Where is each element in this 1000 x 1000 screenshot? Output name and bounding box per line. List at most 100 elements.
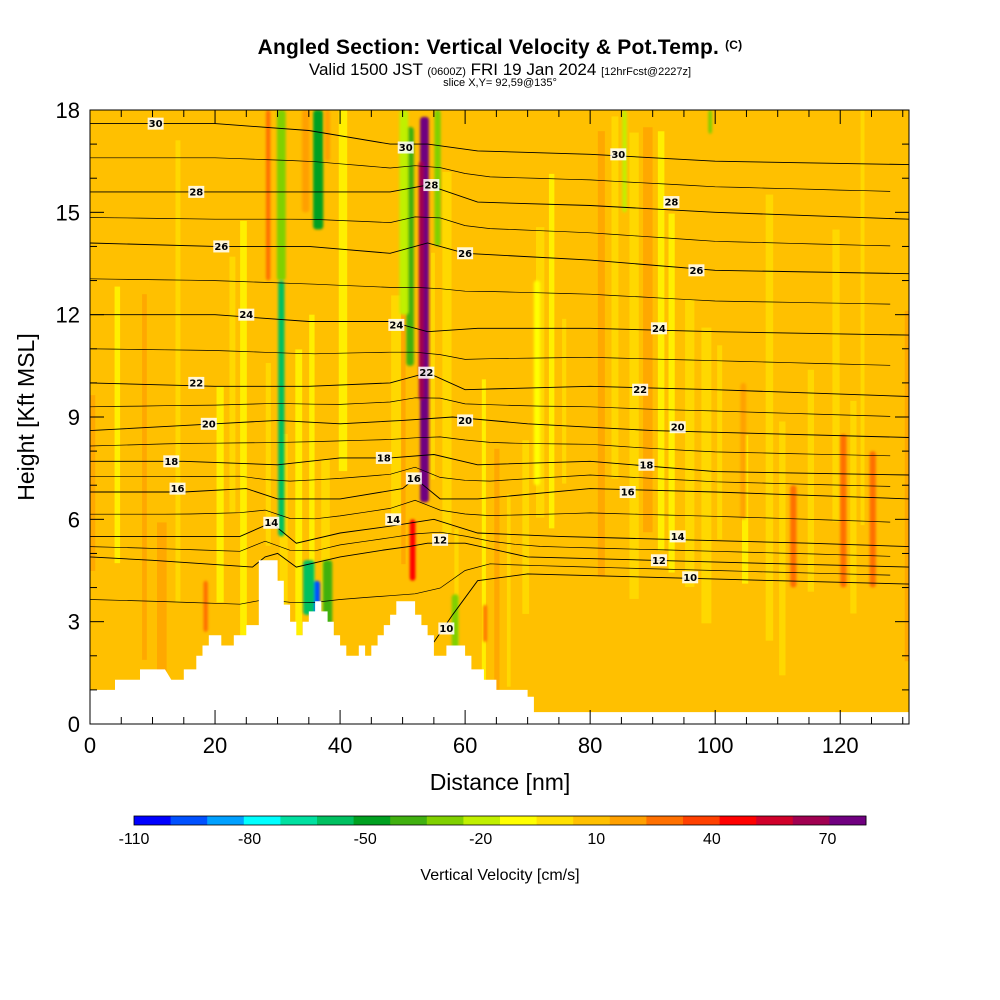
chart-title: Angled Section: Vertical Velocity & Pot.… (0, 36, 1000, 60)
plot-area: 10 10 12 12 14 14 14 16 16 16 18 18 18 20 20 20 22 22 22 24… (89, 109, 910, 725)
velocity-band (765, 194, 774, 641)
x-tick-label: 120 (822, 733, 859, 758)
contour-label-bg (385, 513, 402, 526)
velocity-band (668, 213, 675, 573)
velocity-band (717, 345, 723, 540)
velocity-feature (533, 280, 541, 486)
velocity-feature (325, 110, 331, 162)
y-tick-label: 9 (68, 405, 80, 430)
velocity-feature (622, 110, 627, 213)
contour-label-16: 16 (621, 488, 635, 499)
contour-label-20: 20 (202, 419, 216, 430)
x-axis: 0 20 40 60 80 100 120 (84, 110, 904, 758)
contour-label-bg (188, 376, 205, 389)
isentrope-30 (90, 123, 909, 166)
contour-label-bg (418, 366, 435, 379)
contour-label-bg (405, 472, 422, 485)
contour-label-20: 20 (458, 416, 472, 427)
velocity-feature (203, 580, 208, 632)
isentrope-20 (90, 416, 909, 438)
contour-label-bg (200, 417, 217, 430)
velocity-feature (434, 110, 441, 247)
x-tick-label: 100 (697, 733, 734, 758)
velocity-band (850, 400, 857, 614)
velocity-band (535, 227, 545, 518)
isentrope-10 (433, 573, 909, 643)
contour-label-18: 18 (639, 460, 653, 471)
slice-note: slice X,Y= 92,59@135° (443, 77, 557, 89)
velocity-band (265, 363, 271, 546)
velocity-feature (869, 451, 876, 588)
contour-label-bg (388, 318, 405, 331)
isentrope-minor (90, 278, 891, 305)
velocity-band (481, 379, 486, 685)
contour-label-12: 12 (433, 535, 447, 546)
contour-label-bg (610, 148, 627, 161)
y-tick-label: 6 (68, 507, 80, 532)
x-tick-label: 40 (328, 733, 352, 758)
contour-label-bg (438, 622, 455, 635)
isentrope-26 (90, 242, 909, 275)
contour-label-24: 24 (239, 310, 253, 321)
velocity-band (338, 110, 348, 472)
contour-label-26: 26 (458, 249, 472, 260)
velocity-feature (451, 594, 459, 649)
contour-label-26: 26 (689, 266, 703, 277)
isentrope-minor (90, 397, 891, 417)
colorbar-swatch (609, 816, 647, 825)
contour-label-28: 28 (664, 198, 678, 209)
chart-subtitle: Valid 1500 JST (0600Z) FRI 19 Jan 2024 [… (0, 60, 1000, 80)
contour-label-22: 22 (419, 368, 433, 379)
velocity-band (562, 318, 567, 484)
x-tick-label: 20 (203, 733, 227, 758)
velocity-feature (313, 110, 324, 230)
contour-label-22: 22 (189, 378, 203, 389)
colorbar-swatch (573, 816, 611, 825)
subtitle-valid: Valid 1500 JST (308, 60, 423, 79)
y-axis: 0 3 6 9 12 15 18 (56, 98, 909, 737)
contour-label-bg (188, 185, 205, 198)
velocity-band (175, 140, 181, 603)
contour-labels: 10 10 12 12 14 14 14 16 16 16 18 18 18 20 20 20 22 22 22 24… (147, 117, 705, 635)
contour-label-bg (669, 530, 686, 543)
contour-label-28: 28 (189, 187, 203, 198)
subtitle-date: FRI 19 Jan 2024 (470, 60, 597, 79)
contour-label-30: 30 (611, 150, 625, 161)
colorbar-tick-label: -50 (354, 831, 377, 848)
velocity-band (629, 132, 639, 599)
colorbar-tick-label: 70 (819, 831, 837, 848)
colorbar-swatch (500, 816, 538, 825)
velocity-feature (790, 485, 797, 588)
velocity-feature (399, 110, 409, 315)
colorbar-swatch (536, 816, 574, 825)
velocity-feature (278, 280, 285, 537)
contour-label-bg (169, 482, 186, 495)
contour-label-16: 16 (171, 484, 185, 495)
contour-label-bg (669, 421, 686, 434)
velocity-feature (265, 110, 271, 281)
velocity-band (391, 295, 401, 523)
colorbar-tick-label: 10 (587, 831, 605, 848)
velocity-band (216, 386, 224, 603)
contour-label-20: 20 (671, 423, 685, 434)
contour-label-bg (638, 458, 655, 471)
chart-title-text: Angled Section: Vertical Velocity & Pot.… (257, 36, 720, 59)
velocity-band (506, 494, 511, 687)
x-tick-label: 80 (578, 733, 602, 758)
terrain-mask (90, 560, 909, 724)
velocity-feature (708, 110, 713, 134)
velocity-band (860, 110, 865, 526)
velocity-band (114, 286, 121, 564)
velocity-feature (418, 161, 424, 400)
contour-label-22: 22 (633, 385, 647, 396)
contour-label-24: 24 (389, 320, 403, 331)
contour-label-30: 30 (399, 143, 413, 154)
contour-label-bg (632, 383, 649, 396)
colorbar-swatch (207, 816, 245, 825)
colorbar-swatch (792, 816, 830, 825)
y-tick-label: 12 (56, 303, 80, 328)
contour-label-bg (432, 533, 449, 546)
velocity-band (548, 173, 555, 529)
colorbar-swatch (756, 816, 794, 825)
